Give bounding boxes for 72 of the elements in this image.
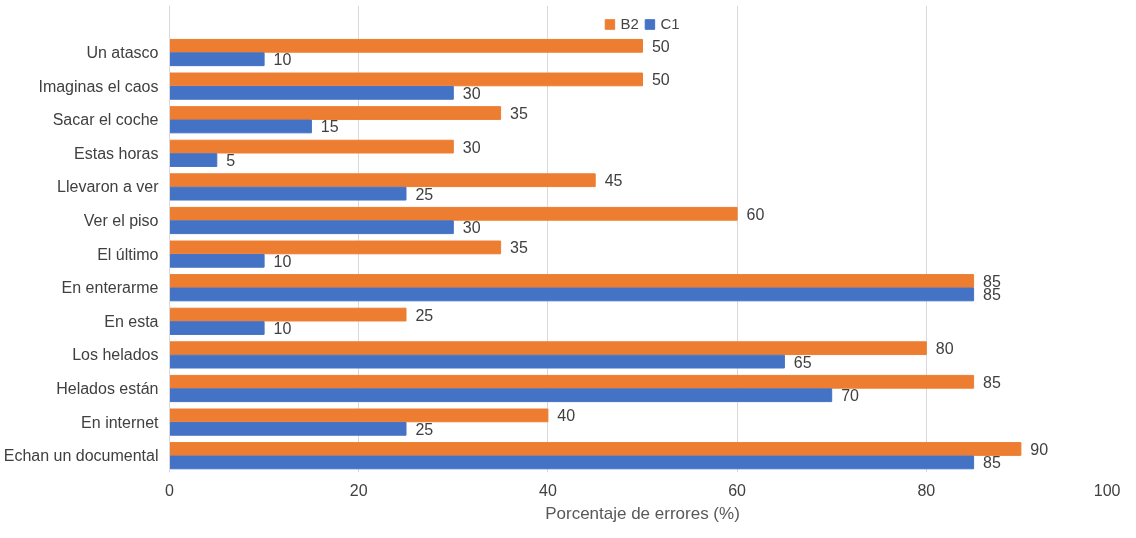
bar [169, 119, 312, 134]
y-tick-label: Un atasco [86, 44, 159, 62]
data-label: 10 [273, 252, 292, 270]
data-label: 10 [273, 320, 292, 338]
data-label: 30 [462, 138, 481, 156]
data-label: 70 [841, 387, 860, 405]
bar [169, 85, 454, 100]
legend-label: B2 [620, 15, 640, 32]
bar [169, 52, 265, 67]
x-tick-label: 20 [349, 481, 368, 499]
bar [169, 421, 407, 436]
bar [169, 253, 265, 268]
y-tick-label: El último [97, 245, 159, 263]
bar [169, 206, 738, 221]
bar [169, 388, 833, 403]
bar [169, 408, 549, 423]
data-label: 35 [510, 105, 528, 123]
data-label: 50 [651, 37, 670, 55]
x-tick-label: 0 [165, 481, 175, 499]
legend-label: C1 [660, 15, 681, 32]
x-tick-label: 40 [539, 481, 557, 499]
data-label: 25 [415, 306, 434, 324]
y-tick-label: Ver el piso [83, 212, 159, 230]
y-tick-label: En esta [104, 312, 159, 330]
data-label: 80 [935, 340, 954, 358]
y-tick-label: Echan un documental [3, 447, 159, 465]
bar [169, 374, 975, 389]
bar [169, 307, 407, 322]
y-tick-label: Sacar el coche [52, 111, 159, 129]
y-tick-label: En internet [81, 413, 160, 431]
bar [169, 287, 975, 302]
data-label: 60 [746, 205, 765, 223]
x-tick-label: 60 [728, 481, 747, 499]
bar [169, 442, 1022, 456]
bar [169, 106, 502, 120]
x-tick-label: 100 [1093, 481, 1121, 499]
data-label: 85 [983, 373, 1001, 391]
bar [169, 274, 975, 288]
y-tick-label: Los helados [72, 346, 159, 364]
bar [169, 139, 454, 154]
bar [169, 153, 218, 167]
y-tick-label: Llevaron a ver [57, 178, 160, 196]
data-label: 30 [462, 219, 481, 237]
x-axis-title: Porcentaje de errores (%) [545, 503, 740, 523]
data-label: 50 [651, 71, 670, 89]
y-tick-label: Imaginas el caos [38, 77, 159, 95]
bar [169, 321, 265, 335]
bar [169, 186, 407, 201]
bar [169, 240, 502, 255]
data-label: 15 [320, 118, 339, 136]
bar [169, 354, 785, 369]
bar [169, 220, 454, 235]
data-label: 65 [793, 353, 812, 371]
data-label: 30 [462, 84, 481, 102]
data-label: 90 [1030, 440, 1049, 458]
bar [169, 38, 643, 53]
bar [169, 341, 927, 356]
bar [169, 455, 975, 470]
data-label: 5 [226, 152, 236, 170]
data-label: 10 [273, 51, 292, 69]
bar [169, 173, 596, 188]
bar [169, 72, 643, 87]
data-label: 85 [983, 454, 1001, 472]
data-label: 40 [557, 407, 576, 425]
y-tick-label: Estas horas [74, 144, 159, 162]
data-label: 25 [415, 185, 434, 203]
data-label: 25 [415, 420, 434, 438]
data-label: 35 [510, 239, 528, 257]
x-tick-label: 80 [917, 481, 936, 499]
y-tick-label: En enterarme [61, 279, 159, 297]
y-tick-label: Helados están [56, 380, 159, 398]
data-label: 45 [604, 172, 623, 190]
